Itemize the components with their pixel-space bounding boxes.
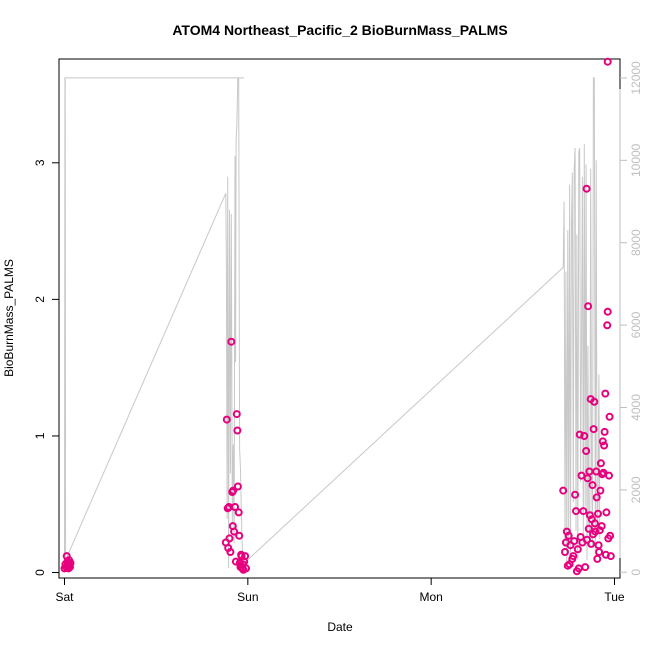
x-ticks: Sat Sun Mon Tue: [55, 578, 625, 604]
data-point: [590, 519, 599, 528]
data-point: [603, 321, 612, 330]
data-point: [601, 389, 610, 398]
y2-tick-label: 0: [629, 569, 643, 576]
data-point: [572, 507, 580, 516]
data-point: [587, 539, 596, 548]
data-point: [603, 307, 612, 316]
data-point: [589, 425, 598, 434]
data-point: [606, 531, 615, 540]
data-point: [591, 527, 600, 536]
data-point: [602, 508, 611, 517]
y-axis-title: BioBurnMass_PALMS: [2, 259, 16, 377]
data-point: [561, 548, 569, 556]
data-point: [594, 541, 603, 550]
data-point: [573, 545, 582, 554]
data-point: [231, 503, 239, 511]
data-point: [579, 507, 588, 516]
plot-frame: [58, 58, 621, 579]
data-point: [600, 427, 609, 436]
data-point: [593, 554, 602, 563]
data-point: [232, 410, 241, 419]
data-point: [605, 471, 613, 480]
data-point: [559, 486, 568, 495]
data-point: [241, 552, 250, 561]
data-point: [226, 548, 235, 556]
altitude-line: [64, 77, 601, 573]
x-tick-label: Mon: [419, 590, 442, 604]
data-point: [605, 412, 614, 421]
data-point: [569, 552, 578, 561]
data-point: [590, 397, 599, 406]
chart-title: ATOM4 Northeast_Pacific_2 BioBurnMass_PA…: [172, 22, 507, 38]
x-tick-label: Sat: [55, 590, 74, 604]
data-point: [242, 564, 250, 573]
data-point: [582, 184, 591, 193]
data-point: [234, 508, 243, 517]
altitude-line-layer: [64, 77, 601, 573]
y2-tick-label: 2000: [629, 476, 643, 503]
data-point: [233, 482, 242, 491]
data-point: [66, 559, 75, 567]
x-tick-label: Sun: [237, 590, 258, 604]
data-point: [596, 459, 605, 468]
data-point: [594, 509, 602, 518]
x-tick-label: Tue: [604, 590, 625, 604]
data-point: [595, 548, 604, 556]
points-layer: [60, 57, 615, 576]
data-point: [597, 522, 606, 531]
data-point: [571, 490, 580, 499]
y-tick-label: 1: [33, 432, 47, 439]
data-point: [584, 302, 593, 311]
y-ticks: 0 1 2 3: [33, 159, 59, 576]
data-point: [582, 447, 591, 455]
data-point: [564, 531, 573, 540]
y-tick-label: 3: [33, 159, 47, 166]
data-point: [585, 467, 594, 476]
data-point: [592, 467, 601, 476]
data-point: [227, 337, 236, 346]
data-point: [66, 563, 74, 572]
data-point: [235, 531, 244, 540]
x-axis-title: Date: [327, 620, 353, 634]
data-point: [600, 441, 609, 450]
data-point: [606, 552, 615, 561]
data-point: [231, 557, 240, 566]
data-point: [603, 57, 612, 66]
x-axis: Sat Sun Mon Tue: [55, 577, 625, 604]
y2-tick-label: 10000: [629, 143, 643, 177]
data-point: [583, 535, 591, 544]
data-point: [229, 486, 238, 495]
data-point: [598, 437, 607, 446]
data-point: [580, 432, 589, 440]
data-point: [577, 471, 586, 480]
data-point: [222, 415, 231, 424]
data-point: [596, 486, 605, 495]
data-point: [581, 563, 590, 572]
y-tick-label: 2: [33, 296, 47, 303]
data-point: [233, 426, 242, 435]
data-point: [583, 474, 592, 483]
y2-tick-label: 8000: [629, 229, 643, 256]
y-axis-right: 0 2000 4000 6000 8000 10000 12000: [619, 61, 643, 576]
data-point: [225, 534, 234, 543]
data-point: [584, 524, 593, 533]
y2-tick-label: 12000: [629, 61, 643, 95]
y2-tick-label: 6000: [629, 311, 643, 338]
y2-ticks: 0 2000 4000 6000 8000 10000 12000: [620, 61, 643, 576]
y-axis-left: 0 1 2 3: [33, 159, 60, 576]
data-point: [230, 527, 239, 536]
data-point: [570, 537, 579, 546]
data-point: [588, 481, 597, 490]
y-tick-label: 0: [33, 569, 47, 576]
data-point: [592, 493, 601, 502]
y2-tick-label: 4000: [629, 394, 643, 421]
